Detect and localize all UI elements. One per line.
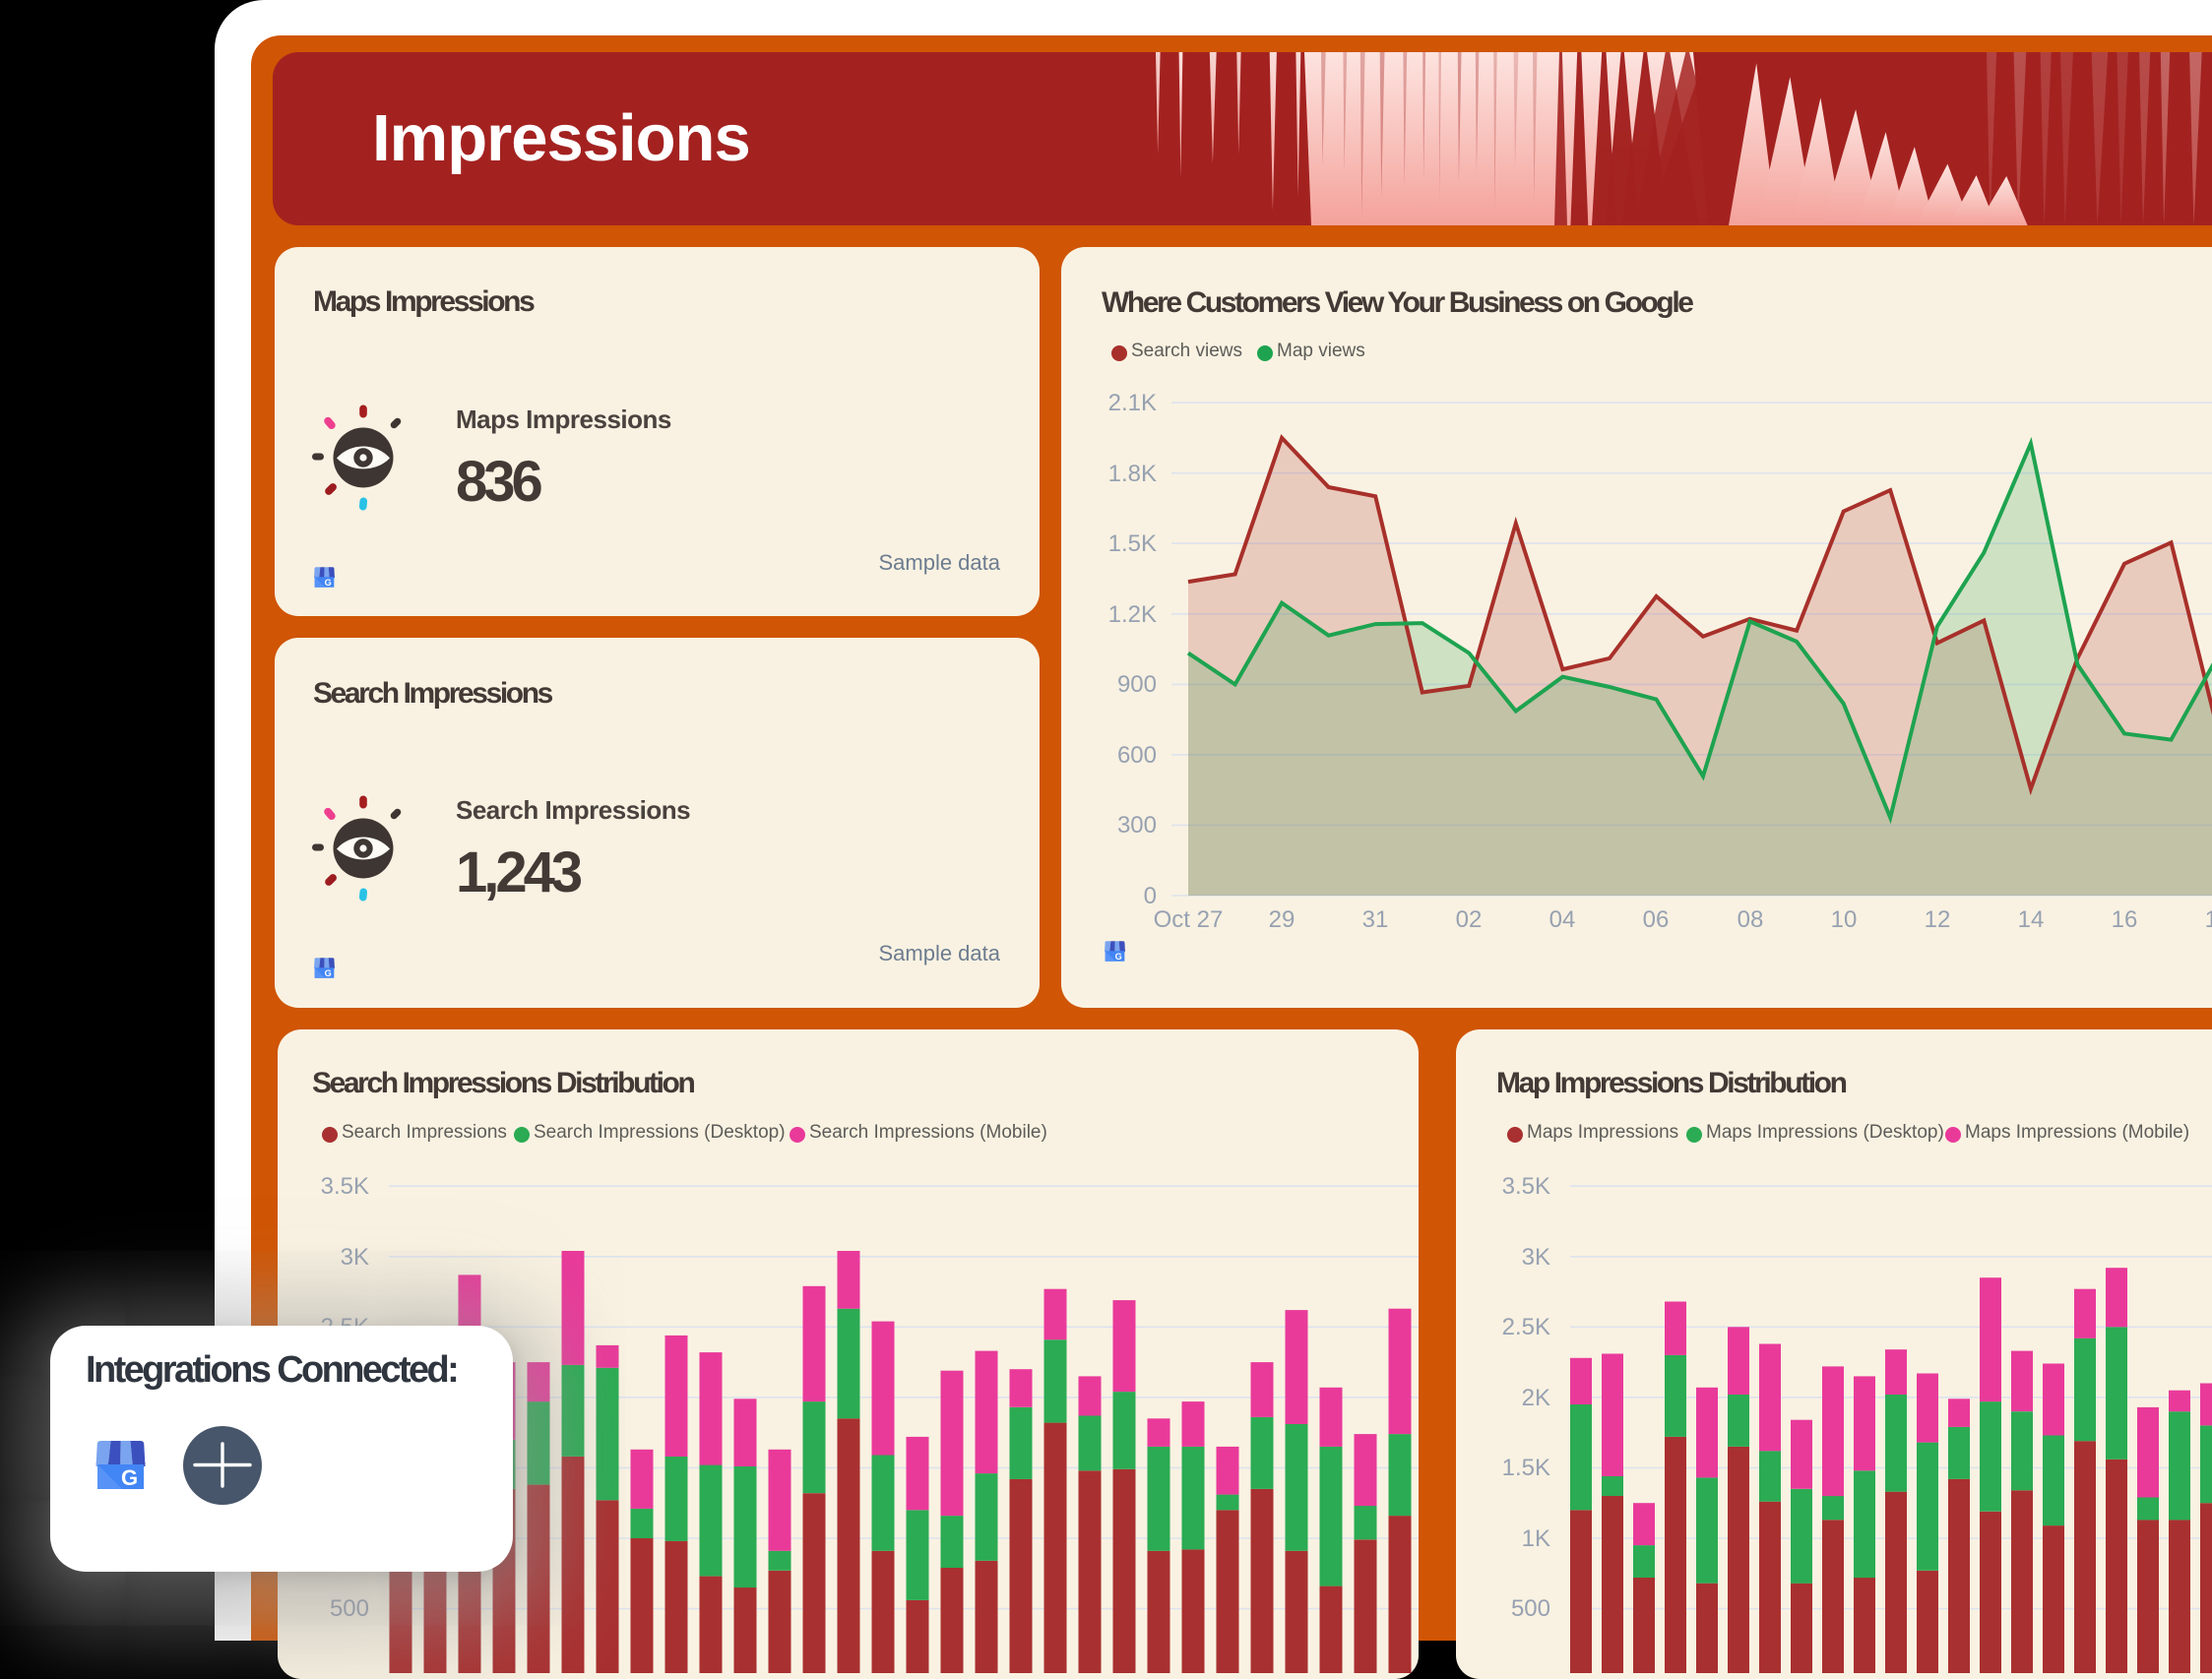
svg-text:600: 600 [1117, 742, 1157, 769]
svg-text:1.5K: 1.5K [1108, 530, 1157, 557]
svg-text:G: G [1115, 952, 1122, 962]
svg-text:14: 14 [2018, 906, 2045, 933]
svg-text:16: 16 [2112, 906, 2138, 933]
svg-text:G: G [325, 578, 332, 588]
svg-text:29: 29 [1269, 906, 1296, 933]
svg-text:2.5K: 2.5K [1502, 1314, 1550, 1340]
svg-text:04: 04 [1549, 906, 1576, 933]
svg-text:06: 06 [1643, 906, 1670, 933]
svg-text:12: 12 [1925, 906, 1951, 933]
svg-text:3.5K: 3.5K [321, 1173, 369, 1200]
svg-text:G: G [121, 1465, 138, 1489]
svg-text:2K: 2K [1522, 1385, 1550, 1411]
svg-text:18: 18 [2205, 906, 2212, 933]
svg-text:1K: 1K [1522, 1525, 1550, 1552]
svg-text:Oct 27: Oct 27 [1154, 906, 1224, 933]
svg-text:3.5K: 3.5K [1502, 1173, 1550, 1200]
svg-text:02: 02 [1456, 906, 1483, 933]
svg-text:3K: 3K [1522, 1244, 1550, 1271]
svg-text:G: G [325, 968, 332, 978]
svg-text:0: 0 [1144, 883, 1157, 909]
svg-text:10: 10 [1831, 906, 1858, 933]
svg-text:1.8K: 1.8K [1108, 461, 1157, 487]
svg-text:500: 500 [1511, 1595, 1550, 1622]
svg-text:300: 300 [1117, 812, 1157, 839]
svg-text:900: 900 [1117, 671, 1157, 698]
svg-text:08: 08 [1738, 906, 1764, 933]
svg-text:500: 500 [330, 1595, 369, 1622]
svg-text:31: 31 [1362, 906, 1389, 933]
svg-text:2.1K: 2.1K [1108, 390, 1157, 416]
svg-text:1.5K: 1.5K [1502, 1455, 1550, 1481]
svg-text:3K: 3K [341, 1244, 369, 1271]
svg-text:1.2K: 1.2K [1108, 601, 1157, 628]
